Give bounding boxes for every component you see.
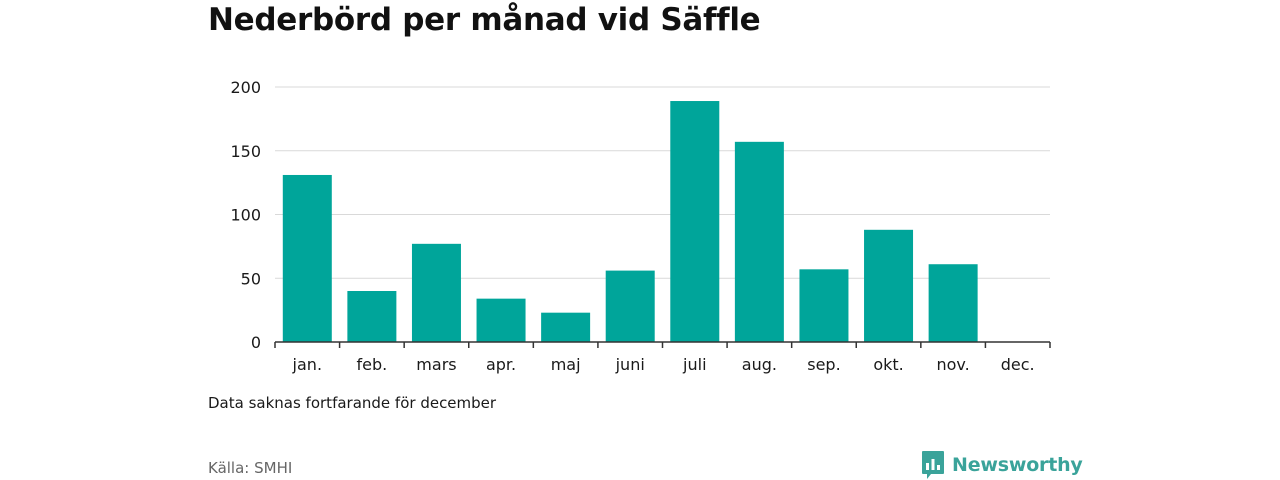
gridlines <box>275 86 1050 279</box>
bar-chart: 0 50 100 150 200 jan. feb. mars apr. maj juni juli a… <box>230 78 1051 374</box>
bar-juni <box>605 270 655 342</box>
brand-logo: Newsworthy <box>921 450 1083 480</box>
y-tick-label: 50 <box>241 269 261 288</box>
chart-title: Nederbörd per månad vid Säffle <box>208 2 761 38</box>
y-tick-label: 100 <box>230 206 261 225</box>
x-tick-label: aug. <box>742 355 777 374</box>
bars <box>282 101 978 343</box>
x-tick-label: sep. <box>807 355 840 374</box>
bar-jan <box>282 174 332 342</box>
bar-nov <box>928 264 978 342</box>
x-tick-label: mars <box>416 355 456 374</box>
x-tick-label: juni <box>615 355 645 374</box>
x-tick-label: dec. <box>1001 355 1035 374</box>
source-label: Källa: SMHI <box>208 459 293 477</box>
x-tick-label: feb. <box>357 355 388 374</box>
brand-name: Newsworthy <box>952 454 1083 476</box>
bar-maj <box>541 312 591 342</box>
bar-feb <box>347 291 397 342</box>
data-note: Data saknas fortfarande för december <box>208 394 497 412</box>
bar-sep <box>799 269 849 342</box>
y-tick-label: 0 <box>251 333 261 352</box>
bar-mars <box>411 243 461 342</box>
bar-aug <box>734 141 784 342</box>
bar-okt <box>864 229 914 342</box>
x-tick-label: juli <box>682 355 706 374</box>
x-tick-label: jan. <box>292 355 322 374</box>
y-tick-label: 150 <box>230 142 261 161</box>
bar-chart-speech-icon <box>922 451 944 479</box>
x-tick-label: okt. <box>873 355 903 374</box>
x-axis <box>274 341 1051 348</box>
x-tick-label: nov. <box>937 355 970 374</box>
y-tick-label: 200 <box>230 78 261 97</box>
x-tick-label: maj <box>551 355 581 374</box>
bar-apr <box>476 298 526 342</box>
bar-juli <box>670 101 720 343</box>
tick-labels: 0 50 100 150 200 jan. feb. mars apr. maj juni juli a… <box>230 78 1034 374</box>
x-tick-label: apr. <box>486 355 516 374</box>
